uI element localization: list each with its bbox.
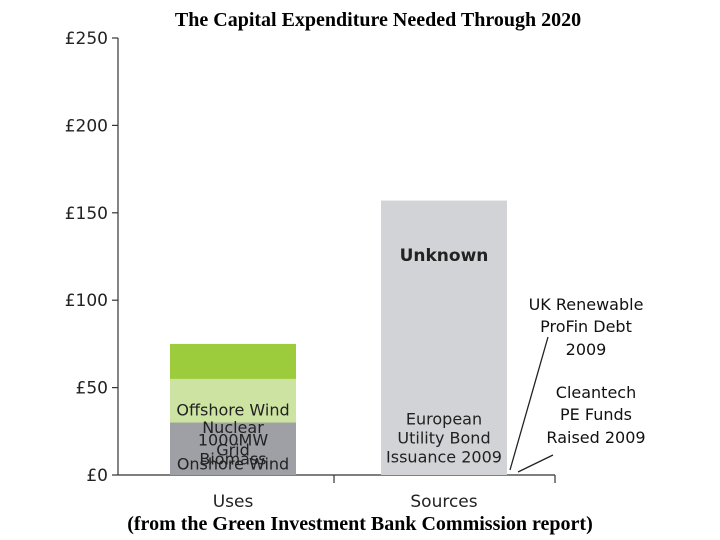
- segment-label: Onshore Wind: [177, 455, 289, 474]
- y-tick-label: £50: [76, 379, 108, 399]
- y-tick-label: £150: [65, 204, 108, 224]
- callout-leader-uk-renewable: [509, 336, 549, 471]
- callout-text-uk-renewable-profin-debt: ProFin Debt: [540, 317, 632, 336]
- x-tick-label: Sources: [410, 492, 477, 512]
- callout-text-cleantech-pe-funds: Raised 2009: [546, 428, 645, 447]
- callout-text-uk-renewable-profin-debt: UK Renewable: [529, 295, 644, 314]
- bars: [170, 200, 507, 475]
- callout-text-uk-renewable-profin-debt: 2009: [566, 340, 607, 359]
- segment-label: Nuclear: [202, 418, 264, 437]
- y-tick-label: £250: [65, 29, 108, 49]
- chart-title: The Capital Expenditure Needed Through 2…: [175, 9, 581, 31]
- chart-subtitle: (from the Green Investment Bank Commissi…: [127, 513, 593, 535]
- callouts: UK Renewable ProFin Debt 2009 Cleantech PE F…: [509, 295, 646, 473]
- y-tick-label: £100: [65, 291, 108, 311]
- y-tick-label: £0: [86, 466, 108, 486]
- callout-leader-cleantech: [517, 454, 554, 473]
- x-tick-label: Uses: [213, 492, 254, 512]
- bar-labels: Offshore Wind Onshore Wind Nuclear Grid1000…: [176, 246, 502, 474]
- callout-text-cleantech-pe-funds: PE Funds: [560, 405, 632, 424]
- y-tick-label: £200: [65, 116, 108, 136]
- segment-label: Issuance 2009: [386, 447, 502, 466]
- segment-label: European: [406, 409, 482, 428]
- segment-label: Utility Bond: [397, 428, 490, 447]
- segment-label: 1000MW: [198, 430, 269, 449]
- bar-segment-unknown: [381, 200, 507, 475]
- bar-segment-1000mw-biomass: [170, 422, 296, 475]
- segment-label: Unknown: [400, 246, 489, 266]
- segment-label: Biomass: [199, 449, 266, 468]
- axes: £0 £50 £100 £150 £200 £250 Uses Sources: [65, 29, 556, 512]
- segment-label: Grid: [216, 441, 250, 460]
- segment-label: Offshore Wind: [176, 400, 289, 419]
- callout-text-cleantech-pe-funds: Cleantech: [556, 383, 636, 402]
